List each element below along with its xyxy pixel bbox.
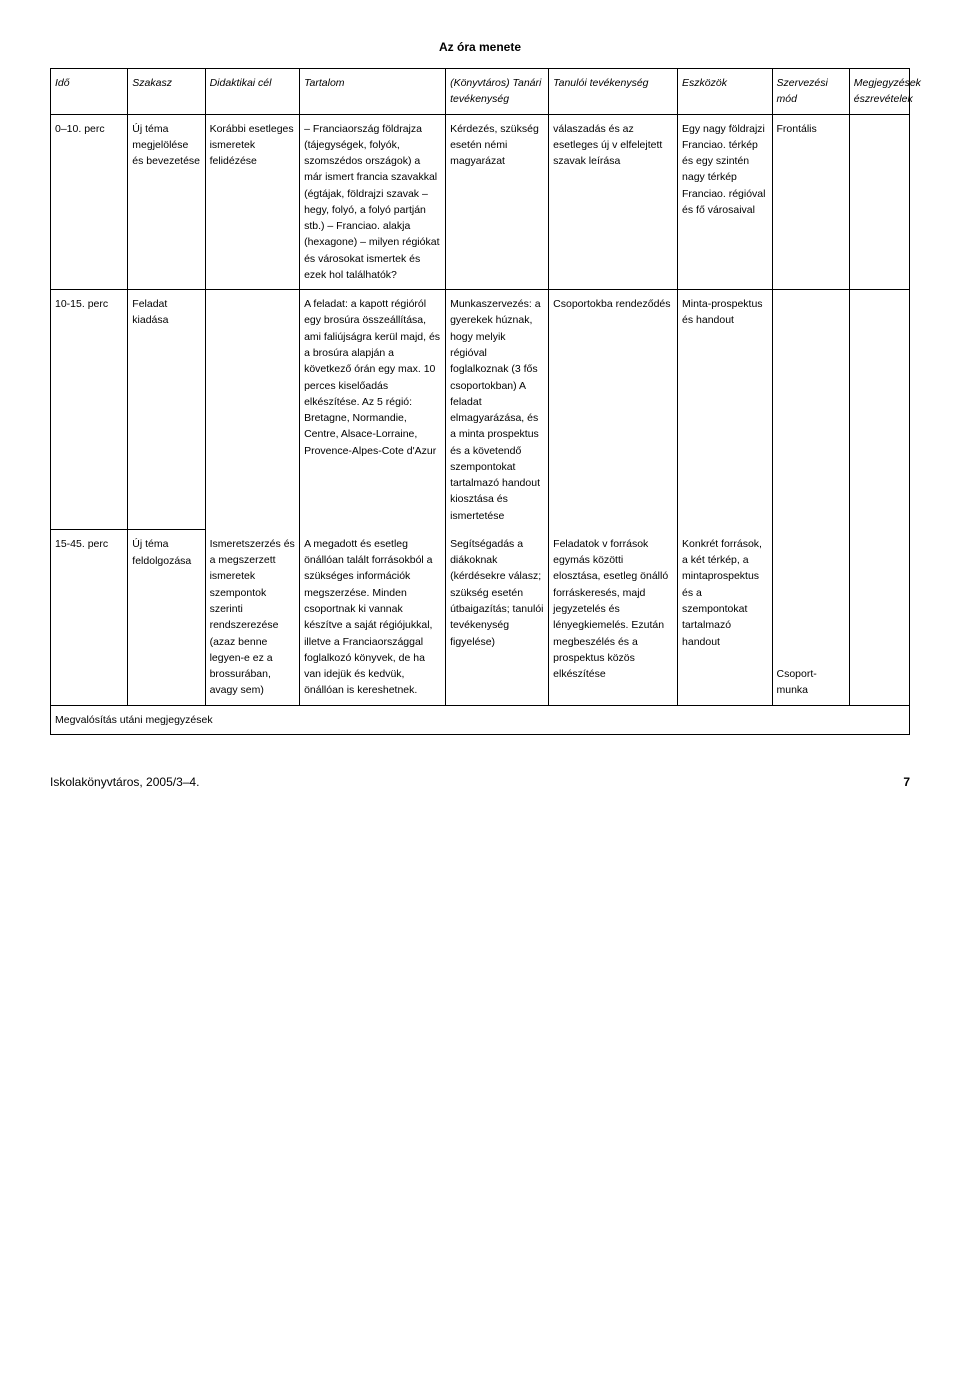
table-header-row: Idő Szakasz Didaktikai cél Tartalom (Kön… [51, 69, 910, 115]
col-megj: Megjegyzések észrevételek [849, 69, 909, 115]
notes-row: Megvalósítás utáni megjegyzések [51, 705, 910, 734]
col-szakasz: Szakasz [128, 69, 205, 115]
notes-label: Megvalósítás utáni megjegyzések [51, 705, 910, 734]
cell-tanari: Segítségadás a diákoknak (kérdésekre vál… [446, 530, 549, 705]
cell-mod: Csoport-munka [772, 290, 849, 705]
cell-megj [849, 114, 909, 290]
cell-tartalom: A megadott és esetleg önállóan talált fo… [300, 530, 446, 705]
page-title: Az óra menete [50, 40, 910, 54]
col-eszkozok: Eszközök [678, 69, 772, 115]
cell-mod: Frontális [772, 114, 849, 290]
col-mod: Szervezési mód [772, 69, 849, 115]
table-row: 10-15. perc Feladat kiadása Ismeretszerz… [51, 290, 910, 530]
cell-megj [849, 290, 909, 705]
page-footer: Iskolakönyvtáros, 2005/3–4. 7 [50, 775, 910, 789]
cell-cel: Korábbi esetleges ismeretek felidézése [205, 114, 299, 290]
cell-eszkozok: Konkrét források, a két térkép, a mintap… [678, 530, 772, 705]
cell-tanuloi: Csoportokba rendeződés [549, 290, 678, 530]
col-ido: Idő [51, 69, 128, 115]
cell-tanari: Munkaszervezés: a gyerekek húznak, hogy … [446, 290, 549, 530]
table-row: 0–10. perc Új téma megjelölése és beveze… [51, 114, 910, 290]
cell-tanuloi: Feladatok v források egymás közötti elos… [549, 530, 678, 705]
cell-tanari: Kérdezés, szükség esetén némi magyarázat [446, 114, 549, 290]
lesson-plan-table: Idő Szakasz Didaktikai cél Tartalom (Kön… [50, 68, 910, 735]
col-cel: Didaktikai cél [205, 69, 299, 115]
cell-tartalom: – Franciaország földrajza (tájegységek, … [300, 114, 446, 290]
cell-ido: 0–10. perc [51, 114, 128, 290]
footer-source: Iskolakönyvtáros, 2005/3–4. [50, 775, 199, 789]
cell-tartalom: A feladat: a kapott régióról egy brosúra… [300, 290, 446, 530]
col-tanuloi: Tanulói tevékenység [549, 69, 678, 115]
col-tartalom: Tartalom [300, 69, 446, 115]
cell-eszkozok: Egy nagy földrajzi Franciao. térkép és e… [678, 114, 772, 290]
cell-eszkozok: Minta-prospektus és handout [678, 290, 772, 530]
cell-cel: Ismeretszerzés és a megszerzett ismerete… [205, 290, 299, 705]
cell-szakasz: Új téma feldolgozása [128, 530, 205, 705]
col-tanari: (Könyvtáros) Tanári tevékenység [446, 69, 549, 115]
page-number: 7 [903, 775, 910, 789]
cell-ido: 10-15. perc [51, 290, 128, 530]
cell-ido: 15-45. perc [51, 530, 128, 705]
cell-szakasz: Új téma megjelölése és bevezetése [128, 114, 205, 290]
cell-szakasz: Feladat kiadása [128, 290, 205, 530]
cell-tanuloi: válaszadás és az esetleges új v elfelejt… [549, 114, 678, 290]
